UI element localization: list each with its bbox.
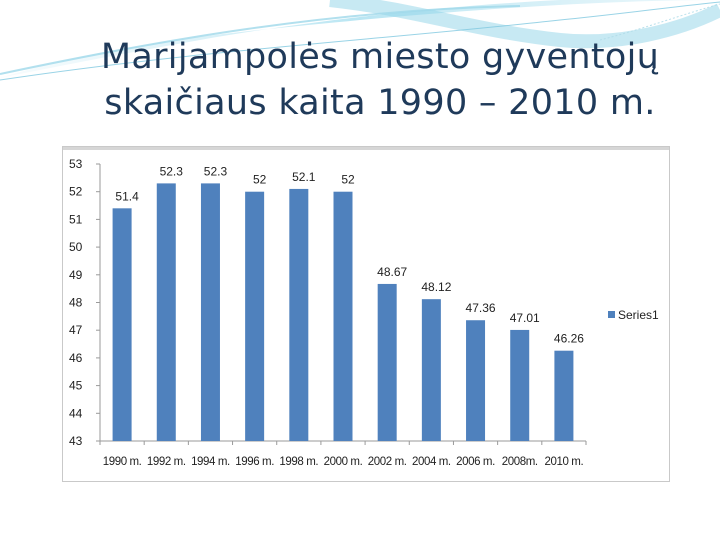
x-tick-label: 1996 m. [235,456,274,468]
y-tick-label: 47 [69,323,83,337]
x-tick-label: 2000 m. [324,456,363,468]
y-tick-label: 46 [69,351,83,365]
data-label: 52.3 [160,164,184,178]
data-label: 47.01 [510,311,540,325]
y-tick-label: 44 [69,406,83,420]
data-label: 52.3 [204,164,228,178]
slide-title-line-2: skaičiaus kaita 1990 – 2010 m. [104,83,656,123]
data-label: 47.36 [466,301,496,315]
bar [245,191,265,441]
data-label: 51.4 [115,189,139,203]
bar [510,329,530,441]
y-tick-label: 51 [69,212,83,226]
y-tick-label: 50 [69,240,83,254]
y-tick-label: 53 [69,157,83,171]
bar [377,283,397,441]
data-label: 48.12 [421,280,451,294]
data-label: 46.26 [554,332,584,346]
x-tick-label: 2008m. [502,456,538,468]
x-tick-label: 1992 m. [147,456,186,468]
legend-swatch [608,311,615,318]
y-tick-label: 45 [69,379,83,393]
bar [289,188,309,441]
y-tick-label: 49 [69,268,83,282]
bar-chart: 43 44 45 46 47 48 49 50 51 52 53 51.4 1990 m. 52.3 199… [69,157,659,468]
x-tick-label: 1998 m. [279,456,318,468]
slide-title-line-1: Marijampolės miesto gyventojų [100,37,660,77]
header-swoosh-decoration [0,0,720,81]
x-tick-label: 2004 m. [412,456,451,468]
x-tick-label: 1994 m. [191,456,230,468]
x-tick-label: 2010 m. [545,456,584,468]
chart-container: 43 44 45 46 47 48 49 50 51 52 53 51.4 1990 m. 52.3 199… [62,146,670,482]
y-tick-label: 52 [69,185,83,199]
data-label: 52.1 [292,170,316,184]
data-label: 52 [253,173,267,187]
bar [200,183,220,441]
bar [333,191,353,441]
bar [156,183,176,441]
x-tick-label: 1990 m. [103,456,142,468]
slide-title: Marijampolės miesto gyventojų skaičiaus … [0,34,720,126]
x-tick-label: 2002 m. [368,456,407,468]
y-tick-label: 43 [69,434,83,448]
y-tick-label: 48 [69,296,83,310]
legend-label: Series1 [618,308,659,322]
x-tick-label: 2006 m. [456,456,495,468]
bar [112,208,132,441]
bar [466,320,486,441]
bar [554,350,574,441]
data-label: 52 [341,173,355,187]
bar [421,299,441,441]
data-label: 48.67 [377,265,407,279]
